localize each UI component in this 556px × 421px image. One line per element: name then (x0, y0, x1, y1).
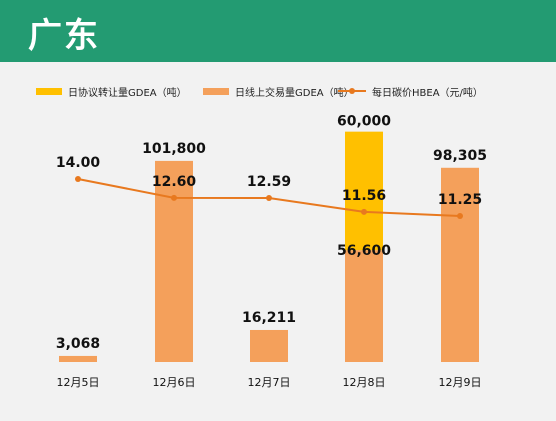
bar-online-3 (250, 329, 288, 362)
legend-item-agreement: 日协议转让量GDEA（吨） (36, 84, 187, 99)
price-point-5 (457, 213, 463, 219)
page-title: 广东 (28, 16, 100, 56)
data-label-online-3: 16,211 (242, 310, 296, 326)
bar-online-2 (155, 160, 193, 362)
bar-online-1 (59, 355, 97, 362)
x-tick-label-1: 12月5日 (57, 376, 100, 389)
legend-swatch-online (203, 87, 229, 95)
bar-online-5 (441, 167, 479, 362)
legend-label-agreement: 日协议转让量GDEA（吨） (68, 87, 187, 99)
data-label-price-5: 11.25 (438, 192, 482, 208)
legend-item-online: 日线上交易量GDEA（吨） (203, 84, 354, 99)
legend-label-price: 每日碳价HBEA（元/吨） (372, 87, 483, 99)
data-label-price-3: 12.59 (247, 174, 291, 190)
legend-label-online: 日线上交易量GDEA（吨） (235, 87, 354, 99)
chart-legend: 日协议转让量GDEA（吨） 日线上交易量GDEA（吨） 每日碳价HBEA（元/吨… (0, 80, 556, 100)
x-tick-label-2: 12月6日 (153, 376, 196, 389)
x-tick-label-5: 12月9日 (439, 376, 482, 389)
bar-agreement-4 (345, 131, 383, 251)
data-label-agreement-4: 60,000 (337, 114, 391, 130)
x-tick-label-4: 12月8日 (343, 376, 386, 389)
data-label-online-5: 98,305 (433, 148, 487, 164)
legend-swatch-price (338, 87, 366, 95)
price-point-4 (361, 208, 367, 215)
legend-swatch-agreement (36, 87, 62, 95)
data-label-price-1: 14.00 (56, 155, 101, 171)
x-tick-label-3: 12月7日 (248, 376, 291, 389)
price-point-2 (171, 194, 177, 201)
price-point-3 (266, 194, 272, 201)
data-label-price-4: 11.56 (342, 188, 386, 204)
data-label-online-1: 3,068 (56, 336, 100, 352)
legend-item-price: 每日碳价HBEA（元/吨） (338, 84, 483, 99)
data-label-price-2: 12.60 (152, 174, 197, 190)
data-label-online-4: 56,600 (337, 243, 391, 259)
bar-online-4 (345, 250, 383, 362)
data-label-online-2: 101,800 (142, 141, 206, 157)
price-point-1 (75, 176, 81, 182)
chart-plot: 3,068 12月5日 101,800 12月6日 16,211 12月7日 60,000 5… (56, 114, 487, 389)
header-bar: 广东 (0, 0, 556, 62)
